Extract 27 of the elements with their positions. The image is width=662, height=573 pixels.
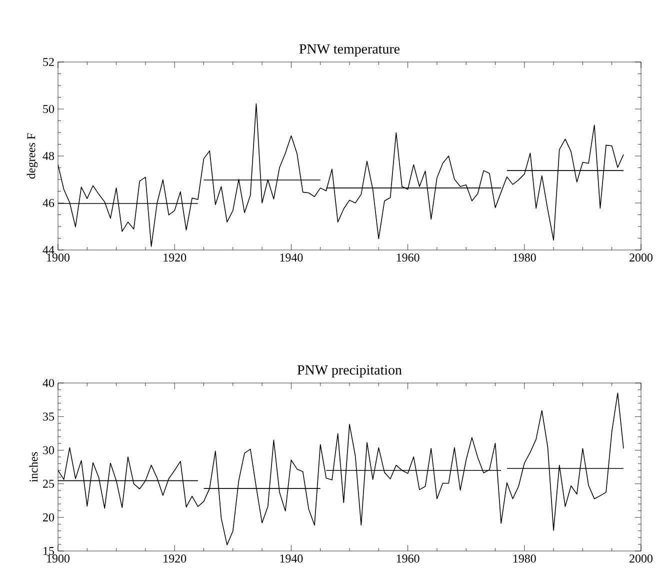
- x-tick-label: 1940: [280, 554, 303, 563]
- y-tick-label: 52: [43, 58, 54, 66]
- y-axis-title: degrees F: [26, 133, 38, 179]
- x-tick-label: 2000: [630, 554, 652, 563]
- x-tick-label: 1920: [164, 554, 186, 563]
- x-tick-label: 2000: [630, 254, 652, 262]
- x-tick-label: 1900: [47, 254, 70, 262]
- y-tick-label: 25: [43, 480, 54, 488]
- x-tick-label: 1940: [280, 254, 303, 262]
- y-tick-label: 44: [42, 246, 54, 254]
- x-tick-label: 1960: [396, 554, 420, 563]
- x-tick-label: 1980: [513, 254, 536, 262]
- y-tick-label: 35: [43, 412, 54, 421]
- y-tick-label: 30: [43, 446, 54, 454]
- x-tick-label: 1900: [47, 554, 70, 563]
- y-tick-label: 40: [42, 378, 54, 388]
- x-tick-label: 1920: [164, 254, 186, 262]
- chart-title: PNW temperature: [299, 44, 400, 57]
- y-axis-title: inches: [29, 452, 38, 482]
- y-tick-label: 20: [43, 513, 54, 522]
- chart-title: PNW precipitation: [297, 365, 402, 378]
- x-tick-label: 1980: [514, 554, 536, 563]
- y-tick-label: 46: [42, 198, 54, 208]
- x-tick-label: 1960: [396, 254, 420, 262]
- y-tick-label: 50: [43, 104, 54, 114]
- y-tick-label: 48: [42, 152, 54, 160]
- y-tick-label: 15: [44, 546, 54, 555]
